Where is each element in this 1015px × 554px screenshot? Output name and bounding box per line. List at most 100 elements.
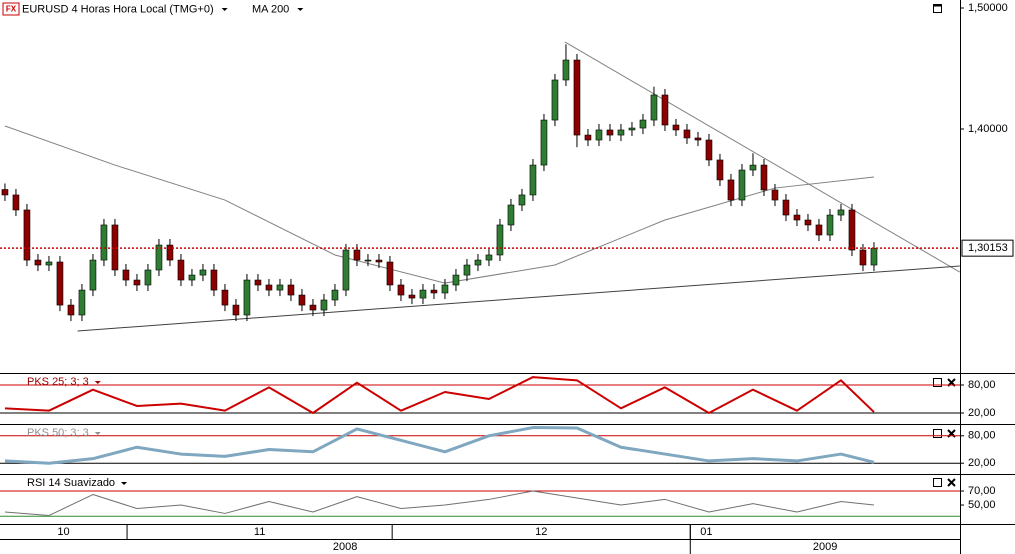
candle-body: [452, 274, 460, 286]
last-price-box: [961, 239, 1014, 257]
candle-body: [562, 59, 570, 81]
candle-body: [639, 119, 647, 129]
candle-body: [342, 249, 350, 291]
candle-body: [540, 119, 548, 166]
candle-body: [243, 279, 251, 316]
candle-body: [727, 179, 735, 201]
plot-area: [0, 426, 960, 465]
candle-body: [617, 129, 625, 136]
candle-body: [793, 214, 801, 221]
indicator-line: [4, 376, 875, 414]
candle-body: [375, 259, 383, 263]
candle-body: [518, 194, 526, 206]
candle-body: [507, 204, 515, 226]
candle-body: [265, 284, 273, 291]
candle-body: [23, 209, 31, 261]
y-tick-label: 50,00: [968, 499, 996, 511]
indicator-title[interactable]: PKS 50; 3; 3: [27, 427, 89, 439]
candle-body: [430, 289, 438, 294]
candle-body: [661, 94, 669, 126]
candle-body: [408, 294, 416, 299]
candle-body: [650, 94, 658, 121]
maximize-button[interactable]: [933, 429, 942, 438]
dropdown-arrow[interactable]: [297, 8, 304, 11]
dropdown-arrow[interactable]: [94, 381, 101, 384]
candle-body: [298, 294, 306, 306]
year-label: 2008: [333, 541, 357, 553]
maximize-button[interactable]: [933, 378, 942, 387]
indicator-title[interactable]: MA 200: [252, 3, 289, 15]
x-tick-label: 10: [57, 526, 69, 538]
candle-body: [210, 269, 218, 291]
candle-body: [573, 59, 581, 136]
indicator-title[interactable]: PKS 25; 3; 3: [27, 376, 89, 388]
candle-body: [155, 244, 163, 271]
symbol-icon-text: FX: [6, 5, 17, 14]
dropdown-arrow[interactable]: [221, 8, 228, 11]
candle-body: [1, 189, 9, 196]
candle-body: [485, 254, 493, 261]
close-button[interactable]: [947, 478, 956, 487]
indicator-line: [4, 426, 875, 465]
plot-area: [0, 376, 960, 414]
candle-body: [705, 139, 713, 161]
candle-body: [78, 289, 86, 316]
y-tick-label: 80,00: [968, 379, 996, 391]
candle-body: [397, 284, 405, 296]
trendline: [564, 41, 960, 273]
candle-body: [584, 134, 592, 141]
candle-body: [837, 209, 845, 216]
candle-body: [166, 244, 174, 261]
candle-body: [474, 259, 482, 266]
y-tick-label: 1,40000: [968, 123, 1008, 135]
candle-body: [870, 247, 878, 266]
candle-body: [738, 169, 746, 201]
dropdown-arrow[interactable]: [94, 432, 101, 435]
candle-body: [100, 224, 108, 261]
y-tick-label: 70,00: [968, 485, 996, 497]
candle-body: [89, 259, 97, 291]
candle-body: [331, 289, 339, 301]
candle-body: [815, 224, 823, 236]
x-tick-label: 11: [254, 526, 265, 538]
y-tick-label: 20,00: [968, 407, 996, 419]
candle-body: [56, 261, 64, 306]
indicator-title[interactable]: RSI 14 Suavizado: [27, 477, 115, 489]
candle-body: [804, 219, 812, 226]
symbol-icon[interactable]: [2, 2, 20, 16]
candle-body: [716, 159, 724, 181]
candle-body: [848, 209, 856, 251]
candle-body: [859, 249, 867, 266]
candle-body: [782, 199, 790, 216]
candle-body: [771, 189, 779, 201]
x-tick-label: 01: [700, 526, 712, 538]
maximize-button-bar: [933, 4, 942, 7]
last-price-label: 1,30153: [968, 242, 1008, 254]
candle-body: [232, 304, 240, 316]
trendline: [77, 265, 960, 332]
indicator-line: [4, 490, 875, 517]
dropdown-arrow[interactable]: [121, 482, 128, 485]
candle-body: [386, 261, 394, 286]
candle-body: [254, 279, 262, 286]
candle-body: [551, 79, 559, 121]
candle-body: [826, 214, 834, 236]
candle-body: [749, 164, 757, 171]
candle-body: [353, 249, 361, 261]
chart-title[interactable]: EURUSD 4 Horas Hora Local (TMG+0): [22, 3, 214, 15]
candle-body: [694, 137, 702, 141]
x-tick-label: 12: [535, 526, 547, 538]
candle-body: [320, 299, 328, 311]
candle-body: [683, 129, 691, 139]
candle-body: [221, 289, 229, 306]
candle-body: [122, 269, 130, 281]
candle-body: [188, 274, 196, 281]
maximize-button[interactable]: [933, 478, 942, 487]
candle-body: [529, 164, 537, 196]
y-tick-label: 20,00: [968, 457, 996, 469]
candle-body: [276, 284, 284, 291]
candle-body: [628, 127, 636, 131]
candle-body: [144, 269, 152, 286]
candle-body: [177, 259, 185, 281]
